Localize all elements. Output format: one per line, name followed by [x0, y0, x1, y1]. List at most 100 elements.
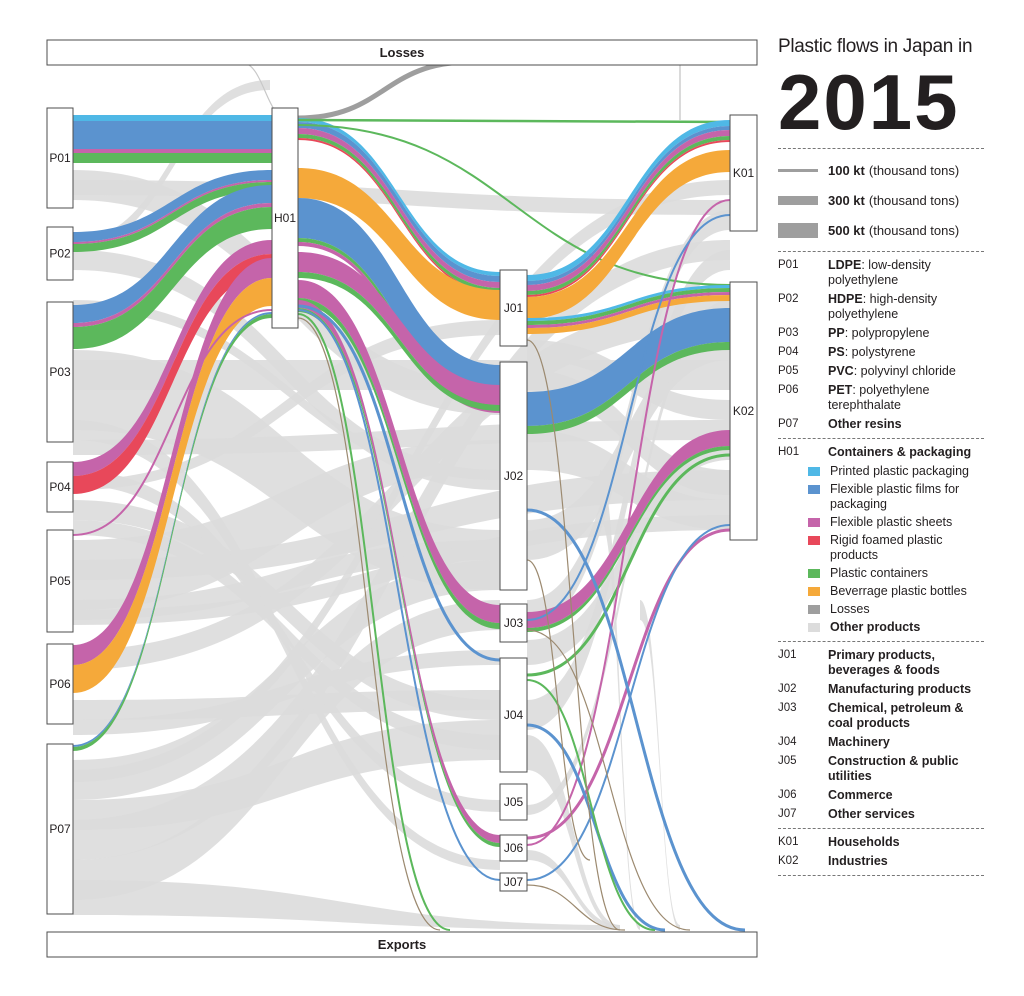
resin-abbr: PVC — [828, 364, 854, 378]
product-label: Beverrage plastic bottles — [830, 584, 967, 598]
sector-label: Chemical, petroleum & coal products — [828, 701, 964, 730]
sector-to-exports-flow — [526, 339, 621, 931]
resin-desc: HDPE: high-density polyethylene — [828, 292, 984, 322]
product-label: Flexible plastic films for packaging — [830, 482, 960, 511]
product-label: Rigid foamed plastic products — [830, 533, 943, 562]
resin-row: P04 PS: polystyrene — [778, 345, 984, 360]
final-label: Households — [828, 835, 900, 849]
sector-to-final-flow — [527, 126, 730, 285]
sector-code: J03 — [778, 702, 797, 714]
scale-unit: (thousand tons) — [868, 162, 960, 178]
other-products-flow — [73, 520, 500, 750]
node-j07 — [499, 872, 528, 892]
h01-label: Containers & packaging — [828, 445, 972, 459]
product-row: Plastic containers — [808, 566, 984, 581]
node-label-j01: J01 — [504, 301, 524, 315]
other-products-flow — [73, 690, 500, 720]
sector-code: J04 — [778, 736, 797, 748]
sector-to-final-flow — [527, 136, 730, 295]
resin-text: : high-density polyethylene — [828, 292, 938, 321]
final-row: K02 Industries — [778, 854, 984, 869]
resin-row: P01 LDPE: low-density polyethylene — [778, 258, 984, 288]
node-label-j02: J02 — [504, 469, 524, 483]
other-products-flow — [73, 560, 500, 800]
losses-bar — [46, 39, 758, 66]
h01-to-final-flow — [297, 118, 731, 124]
color-swatch — [808, 485, 820, 494]
scale-500kt: 500 kt (thousand tons) — [778, 215, 984, 245]
flow-layer — [72, 59, 746, 932]
sector-to-final-flow — [527, 288, 730, 325]
h01-to-sector-flow — [298, 128, 500, 288]
final-label: Industries — [828, 854, 888, 868]
resin-row: P07 Other resins — [778, 417, 984, 432]
node-p01 — [46, 107, 74, 209]
resin-to-h01-flow — [72, 309, 273, 536]
sector-to-final-flow — [527, 130, 730, 291]
scale-swatch — [778, 195, 818, 205]
node-label-p04: P04 — [49, 480, 71, 494]
sector-row: J07 Other services — [778, 807, 984, 822]
h01-to-sector-flow — [298, 308, 500, 847]
resin-to-h01-flow — [73, 240, 272, 476]
sector-row: J05 Construction & public utilities — [778, 754, 984, 784]
color-swatch — [808, 587, 820, 596]
other-products-flow — [527, 330, 730, 560]
resin-to-h01-flow — [73, 254, 272, 494]
node-label-j07: J07 — [504, 875, 524, 889]
resin-to-h01-flow — [73, 115, 272, 121]
resin-abbr: HDPE — [828, 292, 863, 306]
color-swatch — [808, 467, 820, 476]
other-products-flow — [527, 735, 620, 930]
other-products-flow — [527, 300, 730, 815]
final-row: K01 Households — [778, 835, 984, 850]
node-label-j05: J05 — [504, 795, 524, 809]
product-list: Printed plastic packaging Flexible plast… — [778, 464, 984, 635]
sector-row: J06 Commerce — [778, 788, 984, 803]
sector-code: J02 — [778, 683, 797, 695]
resin-to-h01-flow — [73, 185, 272, 323]
sector-to-final-flow — [527, 285, 730, 321]
other-products-flow — [73, 300, 500, 480]
sector-to-final-flow — [527, 342, 730, 434]
h01-to-sector-flow — [298, 134, 500, 292]
resin-to-h01-flow — [73, 121, 272, 149]
color-swatch — [808, 518, 820, 527]
sector-to-exports-flow — [526, 679, 656, 931]
h01-to-exports-flow — [297, 313, 451, 931]
sector-to-final-flow — [527, 308, 730, 426]
sankey-diagram: P01 P02 P03 P04 P05 P06 P07 H01 J01 J02 J03 J04 J05 J… — [46, 39, 758, 958]
resin-code: P02 — [778, 293, 799, 305]
other-products-flow — [73, 320, 500, 490]
legend-panel: Plastic flows in Japan in 2015 100 kt (t… — [778, 36, 984, 882]
resin-text: : polystyrene — [844, 345, 916, 359]
divider — [778, 251, 984, 252]
resin-row: P05 PVC: polyvinyl chloride — [778, 364, 984, 379]
h01-to-sector-flow — [298, 298, 500, 629]
resin-desc: PET: polyethylene terephthalate — [828, 383, 984, 413]
node-p04 — [46, 461, 74, 513]
color-swatch — [808, 623, 820, 632]
other-products-flow — [73, 880, 620, 930]
divider — [778, 828, 984, 829]
sector-to-final-flow — [526, 524, 731, 881]
sector-to-final-flow — [527, 140, 730, 297]
scale-value: 500 kt — [828, 222, 865, 238]
node-label-j03: J03 — [504, 616, 524, 630]
sector-to-final-flow — [527, 292, 730, 328]
h01-row: H01 Containers & packaging — [778, 445, 984, 460]
resin-to-h01-flow — [73, 182, 272, 252]
resin-text: : polyethylene terephthalate — [828, 383, 930, 412]
sector-to-final-flow — [527, 446, 730, 632]
h01-to-sector-flow — [298, 272, 500, 411]
node-label-p06: P06 — [49, 677, 71, 691]
node-p06 — [46, 643, 74, 725]
scale-unit: (thousand tons) — [868, 222, 960, 238]
node-label-j04: J04 — [504, 708, 524, 722]
product-label: Losses — [830, 602, 870, 616]
node-j03 — [499, 603, 528, 643]
node-j05 — [499, 783, 528, 821]
resin-to-h01-flow — [73, 312, 272, 747]
node-h01 — [271, 107, 299, 329]
node-label-p03: P03 — [49, 365, 71, 379]
